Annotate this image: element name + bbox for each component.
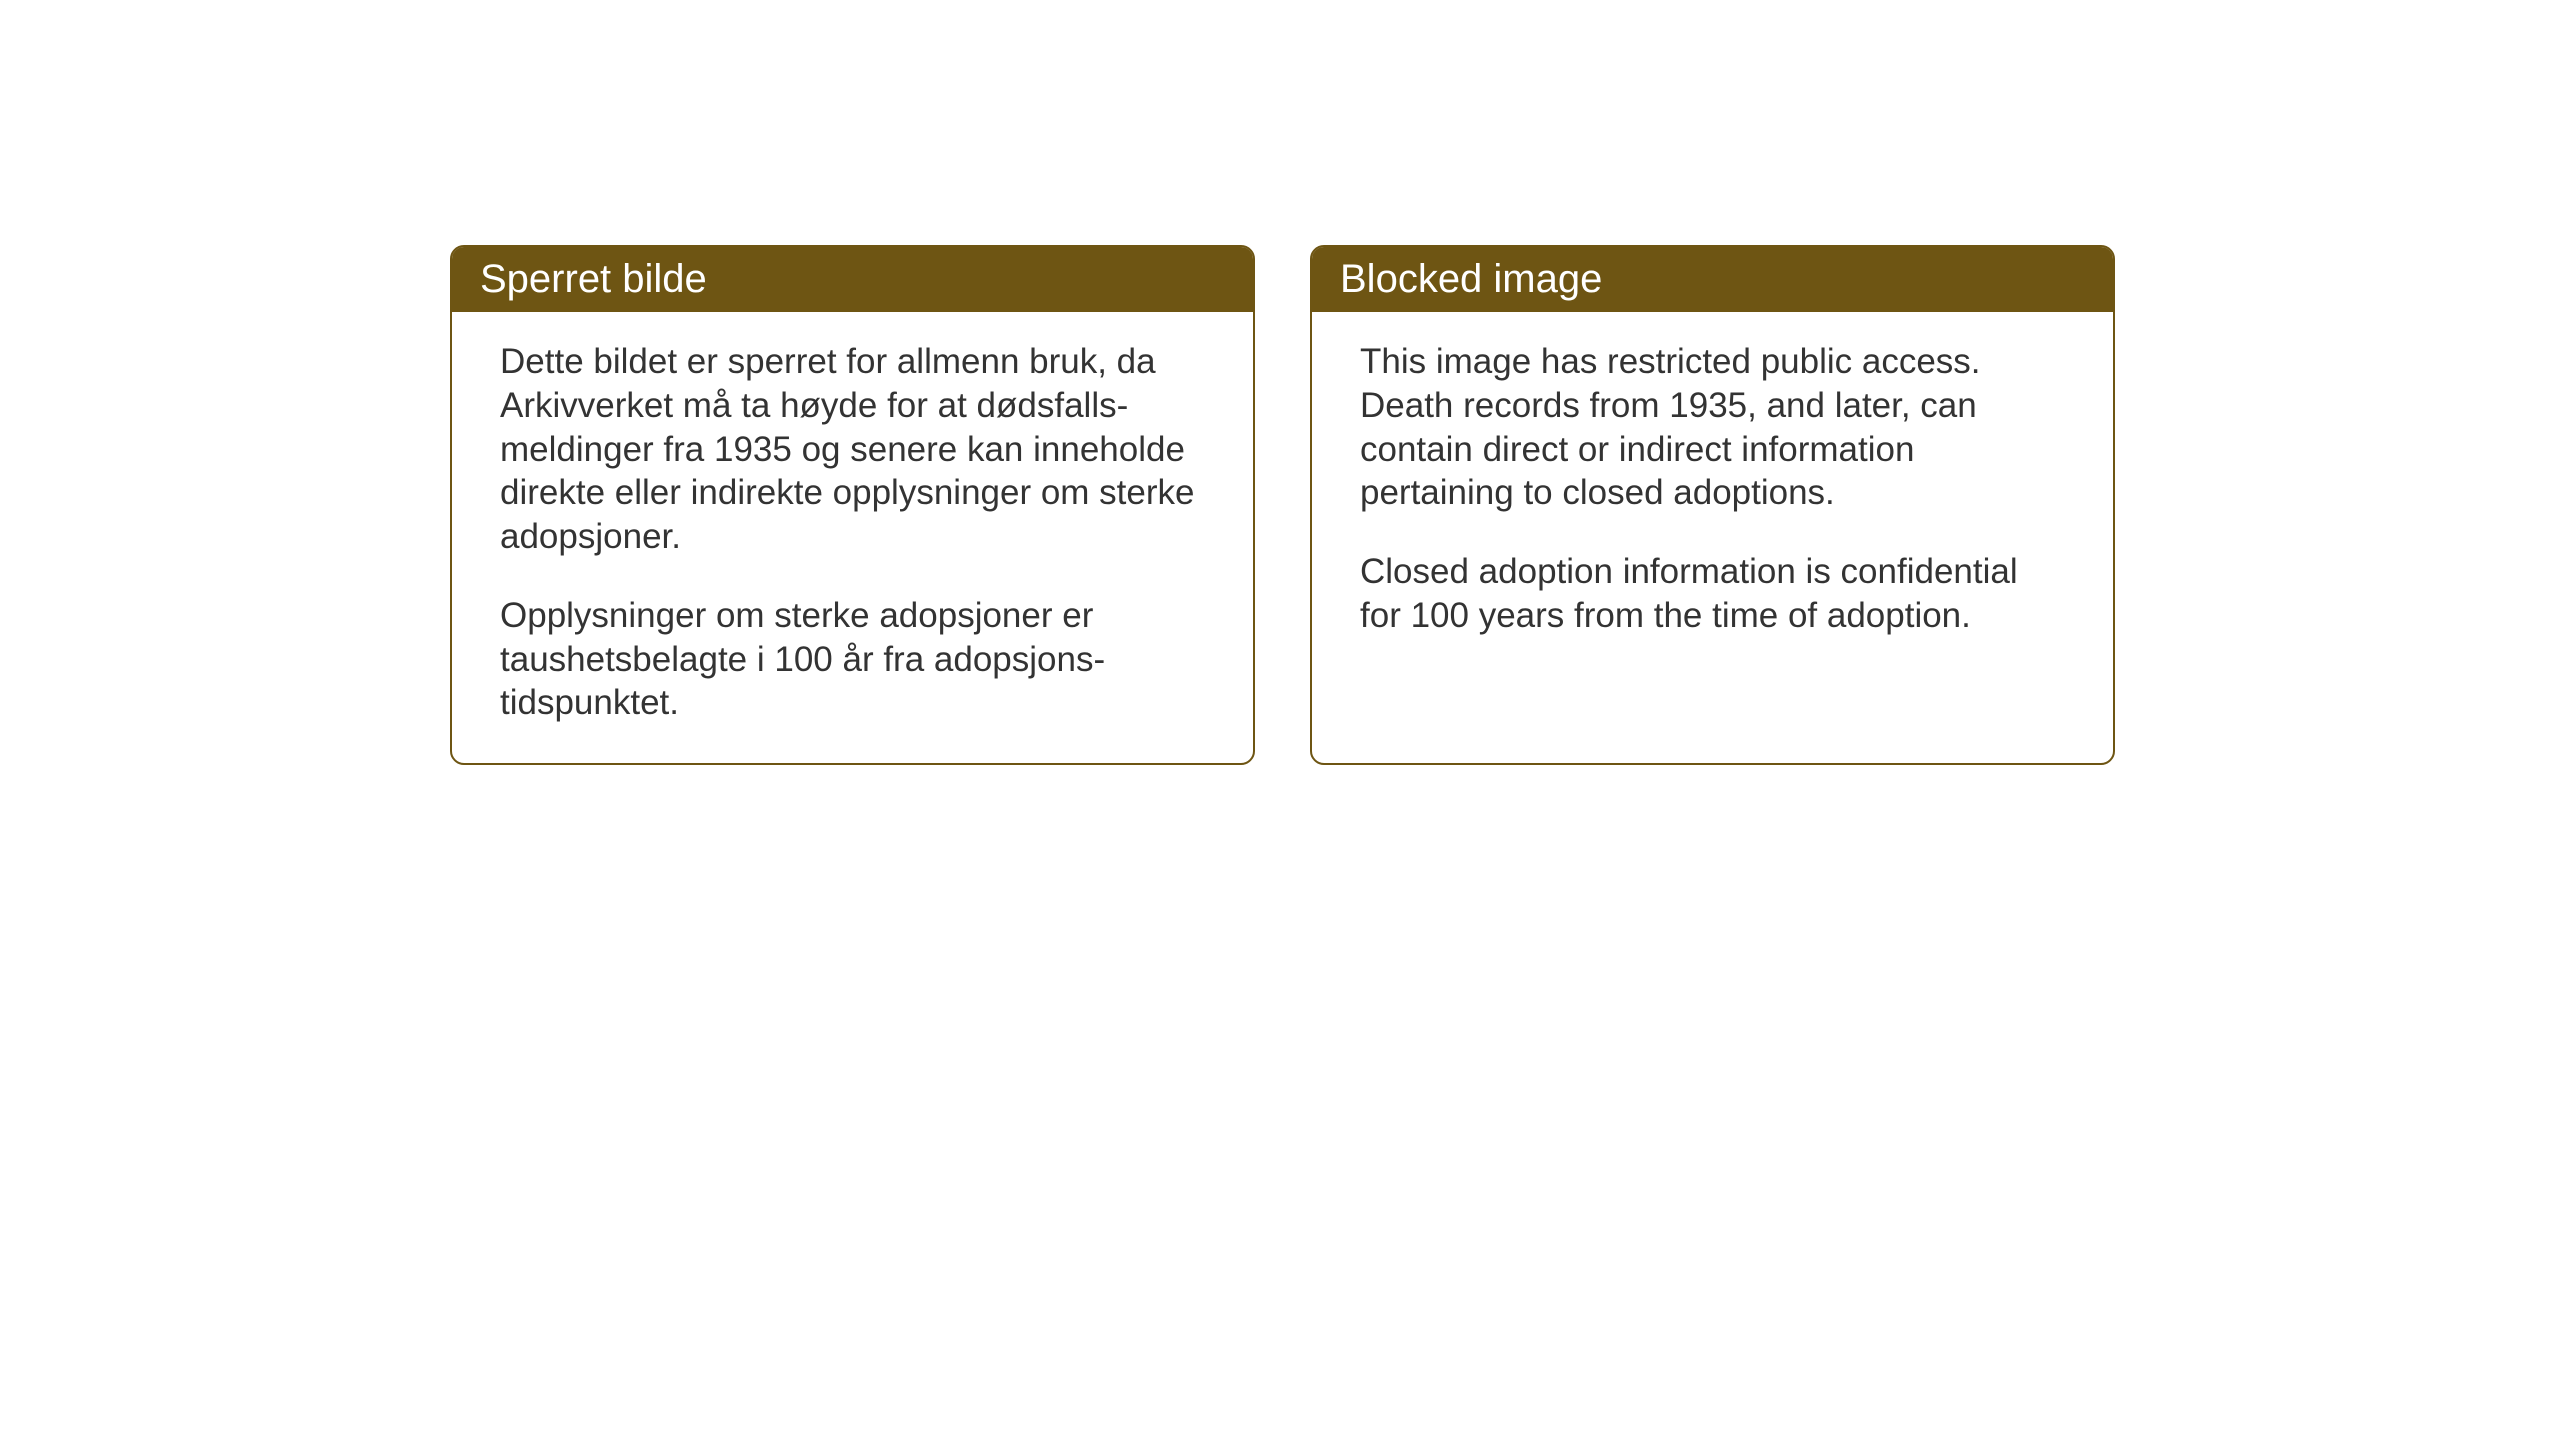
- card-title-norwegian: Sperret bilde: [480, 257, 707, 301]
- card-paragraph-1-norwegian: Dette bildet er sperret for allmenn bruk…: [500, 340, 1205, 559]
- card-header-english: Blocked image: [1312, 247, 2113, 312]
- card-body-norwegian: Dette bildet er sperret for allmenn bruk…: [452, 312, 1253, 763]
- notice-card-norwegian: Sperret bilde Dette bildet er sperret fo…: [450, 245, 1255, 765]
- card-paragraph-2-norwegian: Opplysninger om sterke adopsjoner er tau…: [500, 594, 1205, 725]
- card-header-norwegian: Sperret bilde: [452, 247, 1253, 312]
- card-paragraph-1-english: This image has restricted public access.…: [1360, 340, 2065, 515]
- card-body-english: This image has restricted public access.…: [1312, 312, 2113, 718]
- notice-card-english: Blocked image This image has restricted …: [1310, 245, 2115, 765]
- card-paragraph-2-english: Closed adoption information is confident…: [1360, 550, 2065, 638]
- card-title-english: Blocked image: [1340, 257, 1602, 301]
- notice-cards-container: Sperret bilde Dette bildet er sperret fo…: [450, 245, 2115, 765]
